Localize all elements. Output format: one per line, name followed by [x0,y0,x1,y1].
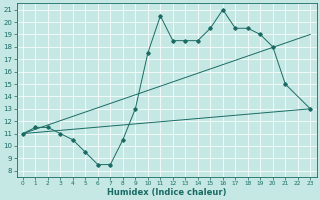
X-axis label: Humidex (Indice chaleur): Humidex (Indice chaleur) [107,188,226,197]
